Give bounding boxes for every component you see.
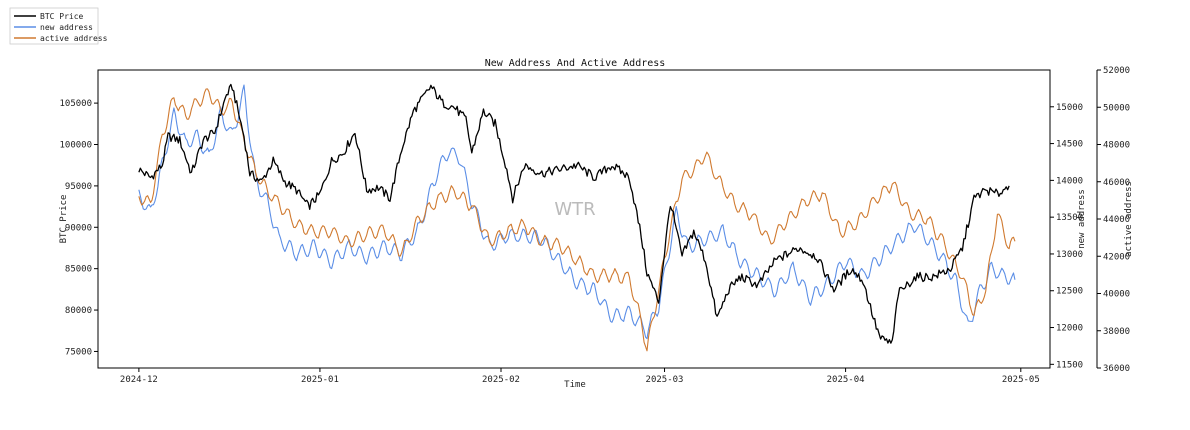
plot-frame [97,69,1051,369]
y-axis-new-address: 11500 12000 12500 13000 13500 14000 14500 15000 [1050,103,1083,370]
x-tick-label: 2025-05 [1002,375,1040,385]
y-tick-label: 13500 [1056,213,1083,223]
y-tick-label: 46000 [1103,178,1130,188]
y-axis-price-title: BTC Price [59,195,69,244]
y-tick-label: 38000 [1103,327,1130,337]
y-tick-label: 36000 [1103,364,1130,374]
series-line-new-address [138,84,1016,340]
y-tick-label: 12000 [1056,324,1083,334]
y-tick-label: 95000 [65,182,92,192]
x-tick-label: 2025-03 [646,375,684,385]
y-tick-label: 75000 [65,347,92,357]
legend-label-active-address: active address [40,34,108,43]
x-tick-label: 2024-12 [120,375,158,385]
x-tick-label: 2025-02 [482,375,520,385]
y-tick-label: 105000 [59,99,92,109]
watermark: WTR [554,199,595,220]
chart-title: New Address And Active Address [485,58,666,69]
y-tick-label: 14500 [1056,140,1083,150]
y-tick-label: 85000 [65,265,92,275]
series-line-btc-price [138,83,1010,344]
legend: BTC Price new address active address [9,7,108,45]
legend-label-new-address: new address [40,23,93,32]
y-tick-label: 11500 [1056,360,1083,370]
y-tick-label: 44000 [1103,215,1130,225]
y-tick-label: 80000 [65,306,92,316]
y-tick-label: 15000 [1056,103,1083,113]
y-tick-label: 14000 [1056,176,1083,186]
y-tick-label: 100000 [59,141,92,151]
series-layer [138,83,1016,352]
x-axis: 2024-12 2025-01 2025-02 2025-03 2025-04 2025-… [120,368,1040,385]
y-tick-label: 40000 [1103,290,1130,300]
y-axis-new-address-title: new address [1077,189,1087,249]
x-tick-label: 2025-04 [827,375,865,385]
x-tick-label: 2025-01 [301,375,339,385]
y-tick-label: 90000 [65,223,92,233]
legend-label-btc-price: BTC Price [40,12,84,21]
series-line-active-address [138,88,1016,352]
y-axis-active-address-title: active address [1124,181,1134,257]
y-axis-active-address: 36000 38000 40000 42000 44000 46000 48000 50000… [1097,66,1130,374]
y-tick-label: 48000 [1103,141,1130,151]
x-axis-title: Time [564,380,586,390]
y-tick-label: 12500 [1056,287,1083,297]
y-tick-label: 50000 [1103,103,1130,113]
y-tick-label: 42000 [1103,252,1130,262]
y-axis-price: 75000 80000 85000 90000 95000 100000 105000 [59,99,98,357]
y-tick-label: 52000 [1103,66,1130,76]
y-tick-label: 13000 [1056,250,1083,260]
